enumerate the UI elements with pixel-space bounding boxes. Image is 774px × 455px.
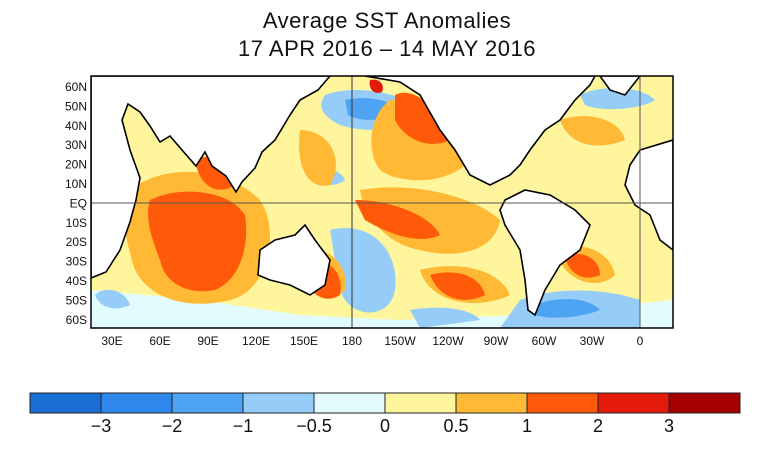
- south-america: [499, 189, 591, 317]
- chart-subtitle: 17 APR 2016 – 14 MAY 2016: [238, 36, 536, 61]
- lat-tick-label: 30N: [65, 138, 87, 152]
- eurasia-africa: [91, 76, 332, 279]
- lat-tick-label: 10N: [65, 177, 87, 191]
- colorbar-swatch: [29, 392, 102, 414]
- lat-tick-label: 60N: [65, 80, 87, 94]
- colorbar-label: 2: [592, 416, 604, 436]
- lon-tick-label: 150E: [290, 334, 318, 348]
- continents: [91, 76, 673, 317]
- lon-tick-label: 90W: [484, 334, 509, 348]
- greenland: [599, 76, 642, 96]
- africa-east: [624, 139, 673, 252]
- lon-tick-label: 60E: [149, 334, 170, 348]
- colorbar-swatch: [313, 392, 386, 414]
- colorbar-swatch: [384, 392, 457, 414]
- map-frame: [90, 75, 674, 329]
- colorbar-swatch: [455, 392, 528, 414]
- colorbar-label: 0: [379, 416, 391, 436]
- colorbar-label: 0.5: [443, 416, 469, 436]
- lon-tick-label: 0: [637, 334, 644, 348]
- colorbar-swatch: [597, 392, 670, 414]
- lon-tick-label: 120E: [242, 334, 270, 348]
- lat-tick-label: 50S: [66, 293, 87, 307]
- lat-tick-label: 60S: [66, 313, 87, 327]
- lat-tick-label: 20S: [66, 235, 87, 249]
- lon-tick-label: 90E: [197, 334, 218, 348]
- lat-tick-label: 20N: [65, 158, 87, 172]
- lon-tick-label: 60W: [532, 334, 557, 348]
- colorbar-swatch: [526, 392, 599, 414]
- colorbar-label: −2: [161, 416, 183, 436]
- lat-tick-label: 30S: [66, 255, 87, 269]
- lat-tick-label: 40S: [66, 274, 87, 288]
- lat-tick-label: 40N: [65, 119, 87, 133]
- lon-tick-label: 180: [342, 334, 362, 348]
- australia: [257, 223, 331, 296]
- colorbar-label: −0.5: [296, 416, 332, 436]
- lat-tick-label: 10S: [66, 216, 87, 230]
- colorbar-swatch: [100, 392, 173, 414]
- colorbar-label: −3: [90, 416, 112, 436]
- north-america: [364, 76, 596, 186]
- lon-tick-label: 30W: [580, 334, 605, 348]
- colorbar-swatch: [668, 392, 741, 414]
- colorbar-swatch: [171, 392, 244, 414]
- lat-tick-label: 50N: [65, 99, 87, 113]
- colorbar-swatch: [242, 392, 315, 414]
- lat-tick-label: EQ: [70, 196, 87, 210]
- lon-tick-label: 120W: [432, 334, 464, 348]
- colorbar-label: −1: [232, 416, 254, 436]
- colorbar-label: 1: [521, 416, 533, 436]
- lon-tick-label: 30E: [101, 334, 122, 348]
- colorbar-label: 3: [663, 416, 675, 436]
- lon-tick-label: 150W: [384, 334, 416, 348]
- chart-title: Average SST Anomalies: [262, 8, 512, 33]
- colorbar: [29, 392, 741, 414]
